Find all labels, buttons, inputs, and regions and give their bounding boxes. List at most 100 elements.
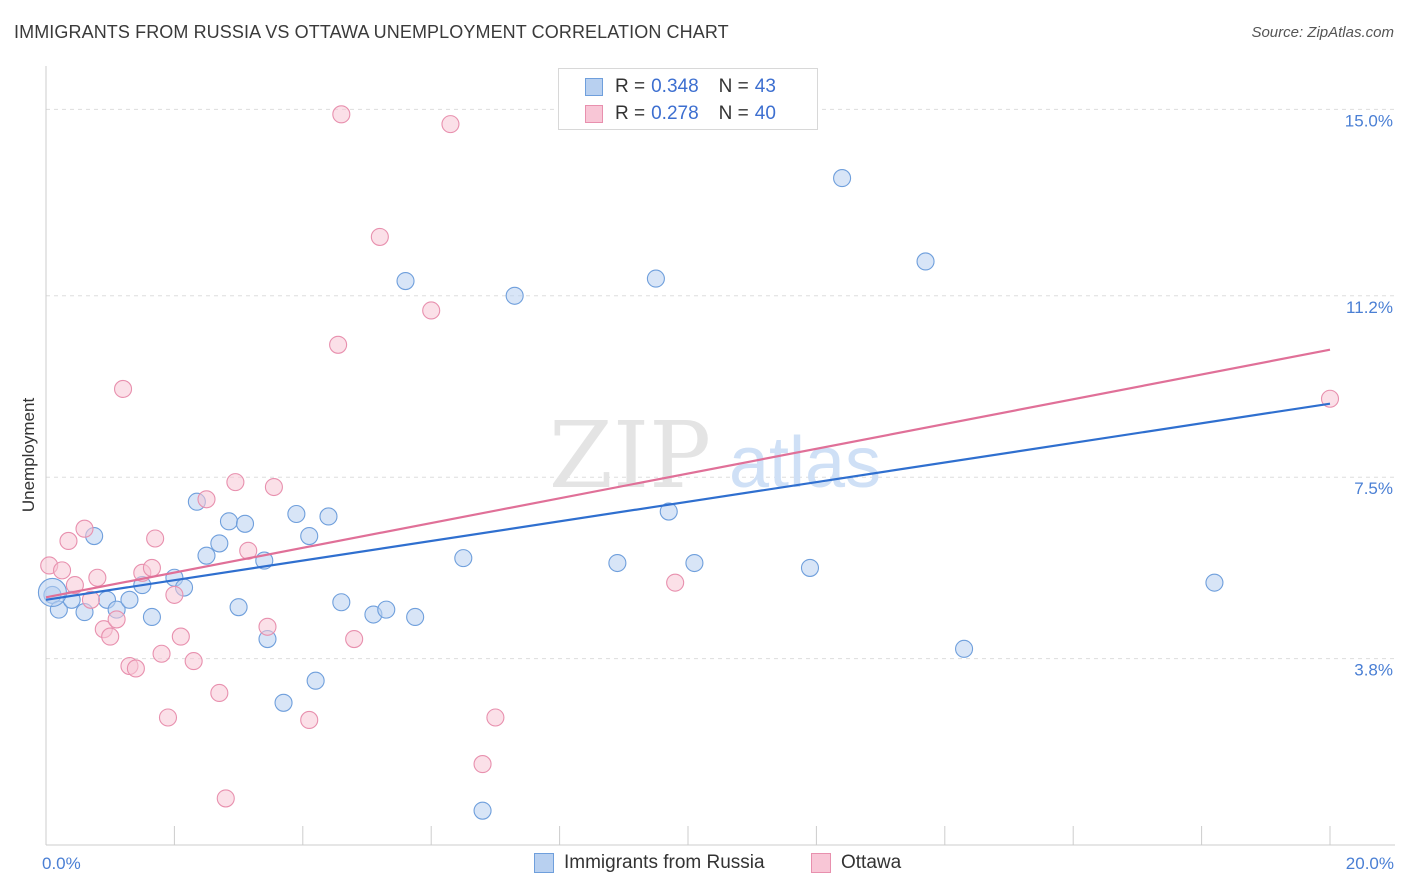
data-point — [165, 585, 184, 604]
legend-row-ottawa: R = 0.278 N = 40 — [585, 102, 776, 126]
data-point — [300, 710, 319, 730]
bottom-legend-swatch-ottawa — [811, 853, 831, 873]
watermark-atlas: atlas — [729, 423, 881, 503]
data-point — [216, 789, 235, 808]
trend-lines — [45, 348, 1331, 601]
x-tick-label: 0.0% — [42, 854, 81, 873]
y-tick-label: 3.8% — [1354, 661, 1393, 680]
data-point — [226, 473, 245, 492]
legend-r-label: R = — [615, 103, 646, 124]
data-point — [146, 529, 165, 548]
data-point — [210, 683, 229, 703]
data-point — [142, 607, 161, 627]
data-point — [287, 504, 306, 524]
data-point — [396, 272, 415, 291]
series-ottawa — [40, 105, 1340, 808]
data-point — [65, 576, 84, 595]
data-point — [152, 644, 171, 663]
data-point — [377, 600, 396, 619]
data-point — [171, 627, 190, 646]
y-tick-label: 11.2% — [1346, 298, 1393, 317]
data-point — [454, 549, 473, 568]
data-point — [306, 671, 325, 690]
bottom-legend-ottawa: Ottawa — [811, 852, 901, 874]
data-point — [370, 227, 389, 246]
data-point — [158, 708, 178, 727]
legend-swatch-russia — [585, 78, 603, 96]
source-label: Source: ZipAtlas.com — [1251, 24, 1394, 41]
data-point — [955, 639, 974, 658]
data-point — [422, 301, 441, 320]
legend-r-label: R = — [615, 76, 646, 97]
data-point — [473, 755, 492, 774]
bottom-legend-russia: Immigrants from Russia — [534, 852, 765, 874]
bottom-legend-swatch-russia — [534, 853, 554, 873]
data-point — [219, 512, 239, 531]
data-point — [107, 610, 126, 629]
legend-n-label: N = — [718, 76, 749, 97]
data-point — [1320, 389, 1340, 408]
legend-r-value: 0.348 — [651, 76, 699, 97]
data-point — [685, 553, 704, 573]
data-point — [75, 519, 94, 538]
data-point — [88, 568, 107, 587]
data-point — [59, 531, 78, 551]
data-point — [608, 553, 627, 573]
data-point — [120, 590, 139, 609]
y-tick-label: 7.5% — [1354, 479, 1393, 498]
watermark-zip: ZIP — [549, 402, 711, 509]
data-point — [274, 693, 293, 712]
y-tick-label: 15.0% — [1345, 111, 1393, 130]
legend-r-value: 0.278 — [651, 103, 699, 124]
data-point — [197, 490, 216, 509]
y-axis-label: Unemployment — [19, 398, 38, 513]
stats-legend: R = 0.348 N = 43 R = 0.278 N = 40 — [558, 68, 818, 130]
data-point — [646, 269, 665, 288]
axes — [45, 66, 1395, 846]
data-point — [235, 514, 255, 533]
trend-line-1 — [45, 348, 1331, 599]
data-point — [505, 286, 524, 305]
data-point — [666, 573, 685, 592]
legend-n-value: 43 — [754, 76, 776, 97]
data-point — [197, 546, 216, 565]
x-tick-label: 20.0% — [1346, 854, 1394, 873]
data-point — [345, 629, 364, 649]
series-immigrants-from-russia — [37, 169, 1224, 820]
data-point — [300, 527, 319, 546]
data-point — [101, 627, 120, 646]
legend-row-russia: R = 0.348 N = 43 — [585, 75, 776, 99]
data-point — [1205, 573, 1224, 592]
y-tick-labels: 3.8% 7.5% 11.2% 15.0% — [1345, 111, 1393, 679]
grid-lines — [46, 108, 1395, 660]
data-point — [441, 115, 460, 134]
data-point — [258, 617, 277, 636]
data-point — [659, 502, 678, 521]
data-point — [329, 335, 348, 354]
bottom-legend-label-russia: Immigrants from Russia — [564, 852, 765, 873]
data-point — [800, 558, 820, 577]
data-point — [486, 708, 505, 727]
data-point — [264, 477, 283, 497]
data-point — [210, 534, 229, 553]
legend-n-value: 40 — [754, 103, 776, 124]
data-point — [332, 105, 351, 124]
data-point — [229, 598, 248, 617]
legend-n-label: N = — [718, 103, 749, 124]
data-point-cluster — [37, 577, 67, 608]
chart-title: IMMIGRANTS FROM RUSSIA VS OTTAWA UNEMPLO… — [14, 22, 729, 42]
trend-line-0 — [45, 402, 1331, 601]
data-point — [113, 379, 133, 398]
data-point — [916, 252, 935, 271]
data-point — [332, 593, 351, 612]
data-point — [406, 607, 425, 627]
data-point — [473, 801, 492, 820]
watermark: ZIP atlas — [549, 402, 881, 509]
legend-swatch-ottawa — [585, 105, 603, 123]
data-point — [126, 659, 145, 678]
data-point — [319, 507, 338, 526]
data-point — [184, 652, 203, 671]
data-point — [81, 590, 100, 609]
data-point — [52, 561, 72, 580]
